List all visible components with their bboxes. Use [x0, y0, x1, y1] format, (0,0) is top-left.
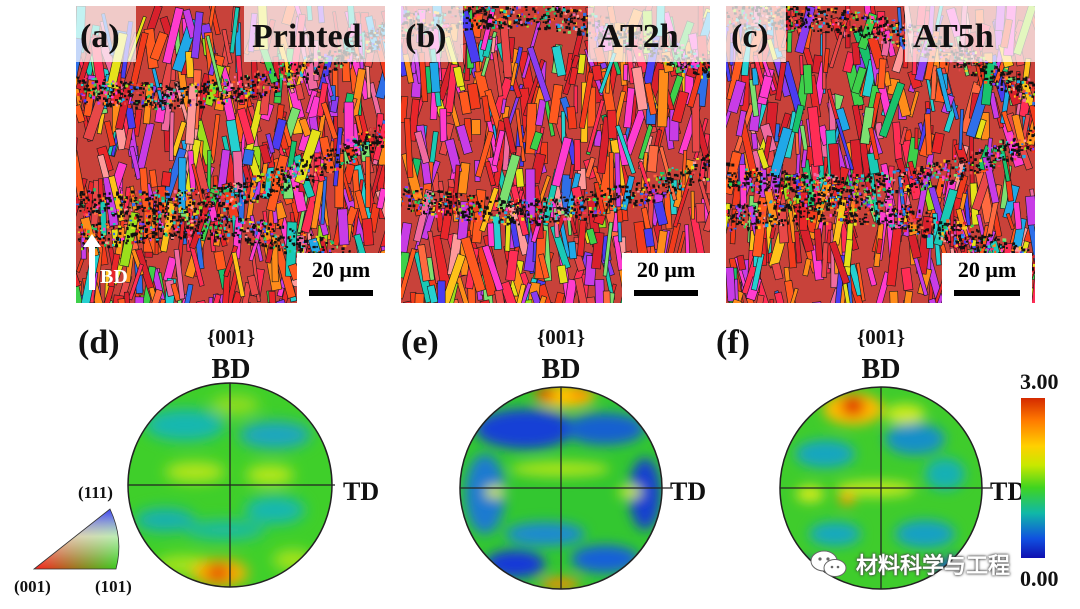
ipf-label-101: (101): [95, 577, 132, 596]
colorbar-max: 3.00: [1020, 369, 1059, 394]
pole-figure-td-axis: TD: [990, 477, 1027, 506]
wechat-icon: [810, 550, 847, 577]
build-direction-arrow-icon: [83, 234, 101, 290]
panel-label-f: (f): [716, 324, 750, 361]
pole-figure-td-axis: TD: [343, 477, 380, 506]
scale-bar-text: 20 μm: [311, 257, 371, 282]
pole-figure-printed: [127, 382, 335, 588]
ipf-label-111: (111): [78, 483, 113, 502]
pole-figure-bd-axis: BD: [541, 354, 581, 385]
panel-label-a: (a): [80, 18, 120, 55]
title-bg: [588, 6, 710, 62]
pole-figure-plane: {001}: [856, 325, 906, 349]
pole-figure-bd-axis: BD: [211, 354, 251, 385]
panel-label-e: (e): [401, 324, 439, 361]
map-title-printed: Printed: [252, 18, 362, 55]
ipf-color-triangle-icon: [32, 508, 120, 570]
label-bg: [76, 6, 136, 62]
map-title-at2h: AT2h: [598, 18, 679, 55]
pole-figure-at2h: [459, 386, 673, 590]
scale-bar-line: [634, 290, 698, 296]
scale-bar-a: 20 μm: [297, 253, 385, 303]
scale-bar-line: [309, 290, 373, 296]
pole-figure-at5h: [779, 386, 993, 590]
map-title-at5h: AT5h: [913, 18, 994, 55]
title-bg: [244, 6, 385, 62]
panel-label-c: (c): [731, 18, 769, 55]
colorbar-min: 0.00: [1020, 566, 1059, 591]
label-bg: [726, 6, 786, 62]
title-bg: [905, 6, 1035, 62]
panel-label-d: (d): [78, 324, 120, 361]
scale-bar-c: 20 μm: [942, 253, 1032, 303]
pole-figure-td-axis: TD: [670, 477, 707, 506]
pole-figure-plane: {001}: [206, 325, 256, 349]
pole-figure-bd-axis: BD: [861, 354, 901, 385]
label-bg: [401, 6, 463, 62]
scale-bar-b: 20 μm: [622, 253, 710, 303]
ipf-label-001: (001): [14, 577, 51, 596]
panel-label-b: (b): [405, 18, 447, 55]
pole-figure-plane: {001}: [536, 325, 586, 349]
scale-bar-text: 20 μm: [957, 257, 1017, 282]
scale-bar-line: [954, 290, 1020, 296]
watermark: 材料科学与工程: [810, 546, 1010, 582]
watermark-text: 材料科学与工程: [856, 554, 1011, 579]
build-direction-label: BD: [100, 266, 128, 288]
scale-bar-text: 20 μm: [636, 257, 696, 282]
intensity-colorbar: [1021, 398, 1045, 558]
